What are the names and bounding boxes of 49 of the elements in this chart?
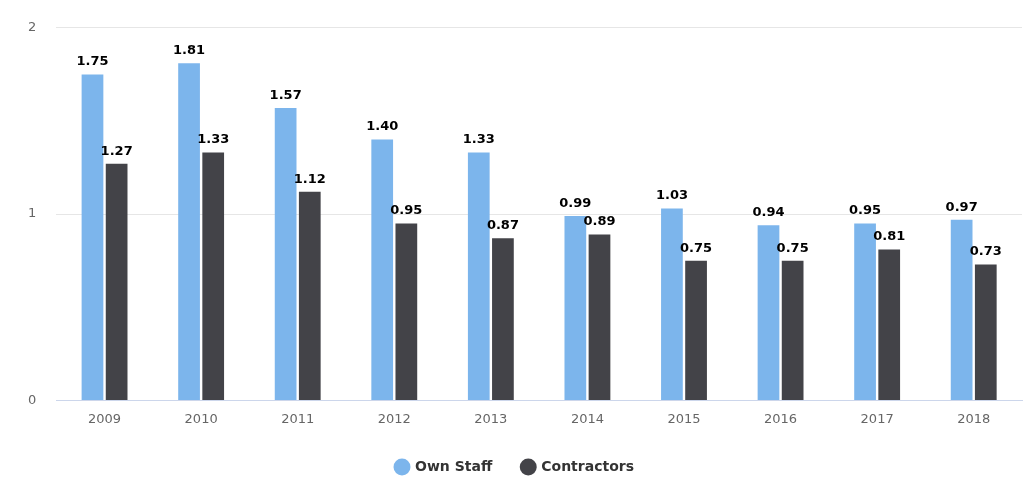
- bar: [105, 163, 128, 400]
- data-label: 1.12: [293, 170, 326, 186]
- bar: [298, 191, 321, 400]
- x-tick-label: 2015: [667, 410, 701, 426]
- y-tick-label: 1: [27, 205, 37, 221]
- bar: [178, 63, 200, 400]
- x-tick-label: 2012: [377, 410, 411, 426]
- bar: [202, 152, 225, 400]
- data-label: 0.94: [752, 204, 785, 220]
- data-label: 0.87: [486, 217, 519, 233]
- data-label: 0.75: [776, 239, 809, 255]
- bar: [274, 107, 297, 400]
- data-label: 0.73: [969, 243, 1002, 259]
- data-label: 0.95: [849, 202, 882, 218]
- x-tick-label: 2011: [281, 410, 315, 426]
- x-tick-label: 2009: [88, 410, 122, 426]
- x-tick-label: 2018: [957, 410, 991, 426]
- data-label: 1.33: [462, 131, 495, 147]
- x-tick-label: 2014: [570, 410, 604, 426]
- bar: [492, 238, 514, 400]
- bar: [81, 74, 104, 400]
- bar: [781, 260, 804, 400]
- data-label: 1.81: [173, 42, 206, 58]
- data-label: 1.03: [655, 187, 688, 203]
- legend-label: Own Staff: [415, 457, 493, 474]
- data-label: 0.97: [945, 198, 978, 214]
- bar: [878, 249, 901, 400]
- bar: [685, 260, 707, 400]
- bar: [854, 223, 876, 400]
- data-label: 1.33: [197, 131, 230, 147]
- bar: [588, 234, 611, 400]
- data-label: 0.89: [583, 213, 616, 229]
- bar: [974, 264, 997, 400]
- x-tick-label: 2010: [184, 410, 218, 426]
- data-label: 1.40: [366, 118, 399, 134]
- data-label: 0.81: [873, 228, 906, 244]
- x-tick-label: 2013: [474, 410, 508, 426]
- data-label: 0.75: [680, 239, 713, 255]
- x-tick-label: 2017: [860, 410, 894, 426]
- x-tick-label: 2016: [764, 410, 798, 426]
- data-label: 1.75: [76, 53, 109, 69]
- data-label: 0.99: [559, 194, 592, 210]
- y-tick-label: 0: [27, 391, 37, 407]
- data-label: 1.57: [269, 86, 302, 102]
- bar: [395, 223, 418, 400]
- data-label: 0.95: [390, 202, 423, 218]
- data-label: 1.27: [100, 142, 133, 158]
- y-tick-label: 2: [27, 19, 37, 35]
- legend-label: Contractors: [541, 457, 634, 474]
